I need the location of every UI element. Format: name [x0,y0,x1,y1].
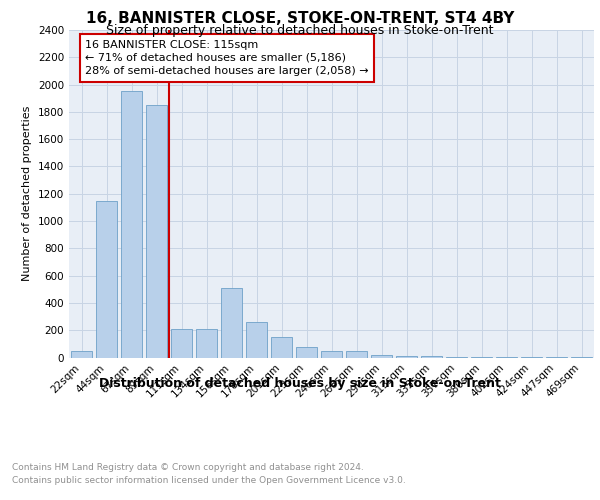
Text: 16, BANNISTER CLOSE, STOKE-ON-TRENT, ST4 4BY: 16, BANNISTER CLOSE, STOKE-ON-TRENT, ST4… [86,11,514,26]
Bar [71,350,92,358]
Bar [146,105,167,358]
Bar [121,92,142,358]
Bar [221,288,242,358]
Bar [271,337,292,357]
Bar [571,357,592,358]
Bar [521,357,542,358]
Bar [96,200,117,358]
Bar [371,355,392,358]
Text: Contains public sector information licensed under the Open Government Licence v3: Contains public sector information licen… [12,476,406,485]
Y-axis label: Number of detached properties: Number of detached properties [22,106,32,282]
Text: Contains HM Land Registry data © Crown copyright and database right 2024.: Contains HM Land Registry data © Crown c… [12,462,364,471]
Bar [321,350,342,358]
Bar [471,357,492,358]
Text: Size of property relative to detached houses in Stoke-on-Trent: Size of property relative to detached ho… [106,24,494,37]
Bar [346,350,367,358]
Bar [171,329,192,358]
Bar [296,346,317,358]
Bar [446,357,467,358]
Bar [196,329,217,358]
Bar [396,356,417,358]
Text: Distribution of detached houses by size in Stoke-on-Trent: Distribution of detached houses by size … [99,378,501,390]
Bar [421,356,442,358]
Text: 16 BANNISTER CLOSE: 115sqm
← 71% of detached houses are smaller (5,186)
28% of s: 16 BANNISTER CLOSE: 115sqm ← 71% of deta… [85,40,369,76]
Bar [496,357,517,358]
Bar [246,322,267,358]
Bar [546,357,567,358]
